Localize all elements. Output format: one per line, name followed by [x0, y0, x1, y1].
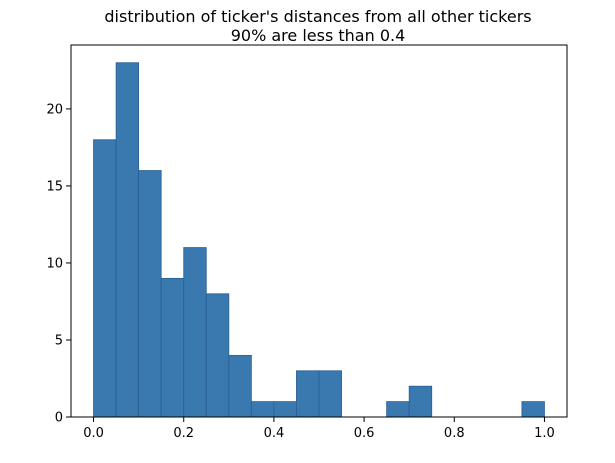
- y-tick-label: 5: [55, 333, 63, 348]
- histogram-bar: [205, 293, 230, 418]
- histogram-bar: [386, 401, 410, 418]
- x-tick-label: 0.2: [173, 426, 194, 441]
- x-tick-label: 1.0: [534, 426, 555, 441]
- y-axis-ticks: 0 5 10 15 20: [46, 102, 71, 426]
- x-tick-label: 0.0: [83, 426, 104, 441]
- x-tick-label: 0.4: [264, 426, 285, 441]
- histogram-bar: [250, 401, 275, 418]
- x-tick-label: 0.6: [354, 426, 375, 441]
- chart-title: distribution of ticker's distances from …: [104, 7, 531, 26]
- y-tick-label: 15: [46, 179, 63, 194]
- x-axis-ticks: 0.0 0.2 0.4 0.6 0.8 1.0: [83, 417, 555, 441]
- histogram-bar: [296, 370, 320, 418]
- histogram-bar: [183, 247, 207, 418]
- y-tick-label: 0: [55, 411, 63, 426]
- histogram-bar: [228, 354, 252, 418]
- histogram-bar: [160, 277, 185, 418]
- chart-subtitle: 90% are less than 0.4: [231, 26, 406, 45]
- histogram-bar: [521, 401, 545, 418]
- histogram-bar: [115, 62, 140, 418]
- y-tick-label: 20: [46, 102, 63, 117]
- x-tick-label: 0.8: [444, 426, 465, 441]
- histogram-bar: [318, 370, 342, 418]
- bars-group: [93, 62, 545, 418]
- histogram-bar: [93, 139, 117, 418]
- histogram-bar: [138, 170, 162, 418]
- plot-frame: [70, 44, 568, 418]
- histogram-bar: [273, 401, 297, 418]
- y-tick-label: 10: [46, 256, 63, 271]
- histogram-bar: [408, 385, 433, 418]
